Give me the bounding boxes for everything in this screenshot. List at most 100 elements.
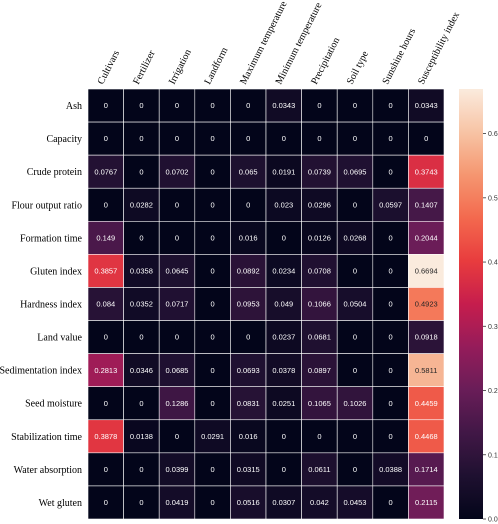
cell-value-label: 0 <box>246 200 250 209</box>
heatmap-cell-gluten-index-sunshine-hours <box>372 254 409 288</box>
cell-value-label: 0.0419 <box>166 498 189 507</box>
column-label-cultivars: Cultivars <box>96 49 122 87</box>
cell-value-label: 0 <box>211 300 215 309</box>
cell-value-label: 0 <box>104 333 108 342</box>
heatmap-cell-stabilization-time-fertilizer <box>123 419 160 454</box>
cell-value-label: 0.0234 <box>272 267 295 276</box>
heatmap-cell-formation-time-irrigation <box>158 221 196 255</box>
heatmap-cell-land-value-susceptibility-index <box>408 320 445 354</box>
heatmap-cell-capacity-landform <box>194 121 231 156</box>
cell-value-label: 0.0191 <box>272 167 295 176</box>
heatmap-cell-seed-moisture-susceptibility-index <box>408 386 445 421</box>
row-label-land-value: Land value <box>37 333 82 344</box>
heatmap-cell-seed-moisture-landform <box>194 386 231 421</box>
heatmap-cell-formation-time-minimum-temperature <box>265 221 302 255</box>
heatmap-cell-sedimentation-index-fertilizer <box>123 353 160 387</box>
heatmap-cell-hardness-index-cultivars <box>87 287 124 321</box>
heatmap-cell-wet-gluten-precipitation <box>301 485 338 520</box>
heatmap-cell-hardness-index-precipitation <box>301 287 338 321</box>
cell-value-label: 0.2044 <box>415 233 438 242</box>
heatmap-cell-gluten-index-cultivars <box>87 254 124 288</box>
cell-value-label: 0 <box>104 200 108 209</box>
cell-value-label: 0.0892 <box>237 267 260 276</box>
heatmap-cell-wet-gluten-sunshine-hours <box>372 485 409 520</box>
column-label-susceptibility-index: Susceptibility index <box>416 10 462 86</box>
cell-value-label: 0 <box>175 333 179 342</box>
cell-value-label: 0.3878 <box>94 432 117 441</box>
column-label-precipitation: Precipitation <box>309 36 342 87</box>
cell-value-label: 0 <box>211 267 215 276</box>
row-label-crude-protein: Crude protein <box>27 167 82 178</box>
cell-value-label: 0 <box>211 167 215 176</box>
cell-value-label: 0.016 <box>239 233 258 242</box>
heatmap-cell-flour-output-ratio-cultivars <box>87 187 124 222</box>
cell-value-label: 0.0453 <box>344 498 367 507</box>
heatmap-cell-sedimentation-index-cultivars <box>87 353 124 387</box>
column-label-landform: Landform <box>202 46 230 87</box>
colorbar-gradient <box>459 89 483 519</box>
row-label-capacity: Capacity <box>46 134 82 145</box>
heatmap-cell-formation-time-maximum-temperature <box>230 221 267 255</box>
cell-value-label: 0 <box>424 134 428 143</box>
cell-value-label: 0 <box>139 134 143 143</box>
colorbar-tick-label: 0.1 <box>488 452 498 459</box>
cell-value-label: 0 <box>246 134 250 143</box>
heatmap-cell-ash-cultivars <box>87 88 124 123</box>
colorbar-tick-label: 0.0 <box>488 517 498 524</box>
row-labels: Ash Capacity Crude protein Flour output rat… <box>0 101 83 509</box>
cell-value-label: 0 <box>389 233 393 242</box>
cell-value-label: 0 <box>353 465 357 474</box>
heatmap-cell-stabilization-time-precipitation <box>301 419 338 454</box>
heatmap-cell-water-absorption-susceptibility-index <box>408 452 445 487</box>
heatmap-cell-gluten-index-landform <box>194 254 231 288</box>
heatmap-cell-wet-gluten-cultivars <box>87 485 124 520</box>
cell-value-label: 0.0388 <box>379 465 402 474</box>
cell-value-label: 0 <box>211 134 215 143</box>
row-label-wet-gluten: Wet gluten <box>39 498 82 509</box>
cell-value-label: 0.0282 <box>130 200 153 209</box>
heatmap-cell-seed-moisture-cultivars <box>87 386 124 421</box>
cell-value-label: 0 <box>139 101 143 110</box>
heatmap-cell-sedimentation-index-maximum-temperature <box>230 353 267 387</box>
cell-value-label: 0.2115 <box>415 498 437 507</box>
cell-value-label: 0.016 <box>239 432 258 441</box>
cell-value-label: 0.4459 <box>415 399 438 408</box>
heatmap-cell-land-value-fertilizer <box>123 320 160 354</box>
heatmap-cell-sedimentation-index-precipitation <box>301 353 338 387</box>
cell-value-label: 0.0291 <box>201 432 224 441</box>
heatmap-cell-gluten-index-irrigation <box>158 254 196 288</box>
cell-value-label: 0.0343 <box>272 101 295 110</box>
column-label-fertilizer: Fertilizer <box>131 48 158 86</box>
cell-value-label: 0 <box>139 399 143 408</box>
heatmap-cell-capacity-fertilizer <box>123 121 160 156</box>
heatmap-cell-stabilization-time-landform <box>194 419 231 454</box>
cell-value-label: 0 <box>317 432 321 441</box>
row-label-sedimentation-index: Sedimentation index <box>0 366 82 377</box>
row-label-ash: Ash <box>66 101 82 112</box>
cell-value-label: 0 <box>282 432 286 441</box>
cell-value-label: 0.5811 <box>415 366 437 375</box>
heatmap-cell-capacity-susceptibility-index <box>408 121 445 156</box>
cell-value-label: 0.065 <box>239 167 258 176</box>
row-label-seed-moisture: Seed moisture <box>25 399 82 410</box>
heatmap-cell-land-value-landform <box>194 320 231 354</box>
cell-value-label: 0.0681 <box>308 333 331 342</box>
colorbar-tick-label: 0.5 <box>488 195 498 202</box>
heatmap-cell-crude-protein-maximum-temperature <box>230 154 267 189</box>
row-label-formation-time: Formation time <box>20 233 83 244</box>
heatmap-cell-flour-output-ratio-sunshine-hours <box>372 187 409 222</box>
cell-value-label: 0 <box>104 134 108 143</box>
column-label-soil-type: Soil type <box>345 49 371 86</box>
cell-value-label: 0.0702 <box>166 167 189 176</box>
heatmap-cell-formation-time-soil-type <box>336 221 374 255</box>
heatmap-cell-capacity-precipitation <box>301 121 338 156</box>
cell-value-label: 0.0708 <box>308 267 331 276</box>
cell-value-label: 0 <box>317 134 321 143</box>
cell-value-label: 0.0126 <box>308 233 331 242</box>
column-labels: Cultivars Fertilizer Irrigation Landform Max… <box>96 0 462 86</box>
cell-value-label: 0.042 <box>310 498 329 507</box>
cell-value-label: 0 <box>175 200 179 209</box>
heatmap-cell-flour-output-ratio-minimum-temperature <box>265 187 302 222</box>
cell-value-label: 0 <box>246 101 250 110</box>
